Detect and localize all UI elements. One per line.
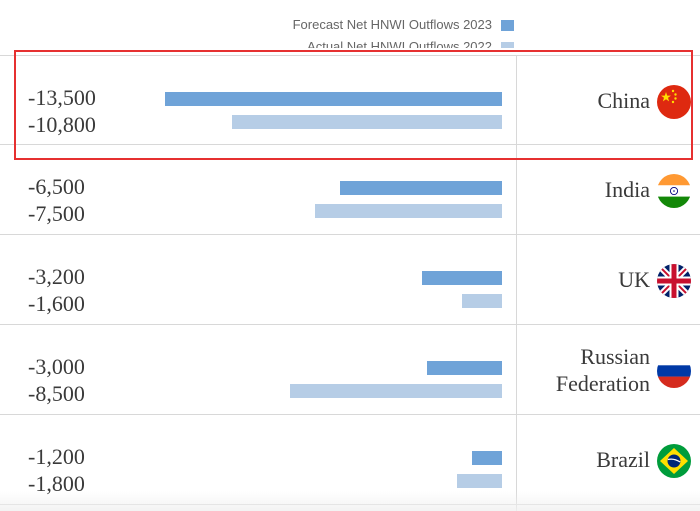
country-label-line1: Russian bbox=[580, 344, 650, 369]
legend-label-forecast: Forecast Net HNWI Outflows 2023 bbox=[292, 17, 492, 32]
bottom-fade bbox=[0, 491, 700, 511]
actual-bar bbox=[315, 204, 502, 218]
chart-rows: -13,500 -10,800 China -6,500 -7,500 Indi… bbox=[0, 55, 700, 505]
legend-item-forecast: Forecast Net HNWI Outflows 2023 bbox=[230, 14, 520, 36]
forecast-bar bbox=[427, 361, 502, 375]
forecast-bar bbox=[472, 451, 502, 465]
column-divider bbox=[516, 55, 517, 511]
chart-legend: Forecast Net HNWI Outflows 2023 Actual N… bbox=[230, 14, 520, 48]
country-label: Brazil bbox=[596, 447, 650, 472]
country-label: UK bbox=[618, 267, 650, 292]
forecast-bar bbox=[422, 271, 502, 285]
actual-bar bbox=[290, 384, 502, 398]
india-flag-icon bbox=[657, 174, 691, 208]
actual-value-label: -8,500 bbox=[28, 381, 85, 406]
actual-value-label: -7,500 bbox=[28, 201, 85, 226]
legend-swatch-actual bbox=[501, 42, 514, 48]
actual-bar bbox=[457, 474, 502, 488]
forecast-value-label: -3,000 bbox=[28, 354, 85, 379]
country-label: India bbox=[604, 177, 650, 202]
highlight-box bbox=[14, 50, 693, 160]
country-label-line2: Federation bbox=[555, 371, 650, 396]
russia-flag-icon bbox=[657, 354, 691, 388]
forecast-value-label: -13,500 bbox=[28, 85, 96, 110]
chart-row-russia: -3,000 -8,500 Russian Federation bbox=[0, 325, 700, 415]
chart-row-uk: -3,200 -1,600 UK bbox=[0, 235, 700, 325]
country-label: China bbox=[597, 88, 650, 113]
brazil-flag-icon bbox=[657, 444, 691, 478]
legend-item-actual: Actual Net HNWI Outflows 2022 bbox=[230, 36, 520, 48]
forecast-value-label: -3,200 bbox=[28, 264, 85, 289]
legend-label-actual: Actual Net HNWI Outflows 2022 bbox=[307, 39, 492, 48]
actual-bar bbox=[462, 294, 502, 308]
actual-value-label: -1,600 bbox=[28, 291, 85, 316]
forecast-bar bbox=[165, 92, 502, 106]
chart-row-india: -6,500 -7,500 India bbox=[0, 145, 700, 235]
forecast-bar bbox=[340, 181, 502, 195]
forecast-value-label: -6,500 bbox=[28, 174, 85, 199]
legend-swatch-forecast bbox=[501, 20, 514, 31]
uk-flag-icon bbox=[657, 264, 691, 298]
chart-row-china: -13,500 -10,800 China bbox=[0, 55, 700, 145]
actual-value-label: -10,800 bbox=[28, 112, 96, 137]
forecast-value-label: -1,200 bbox=[28, 444, 85, 469]
actual-bar bbox=[232, 115, 502, 129]
china-flag-icon bbox=[657, 85, 691, 119]
